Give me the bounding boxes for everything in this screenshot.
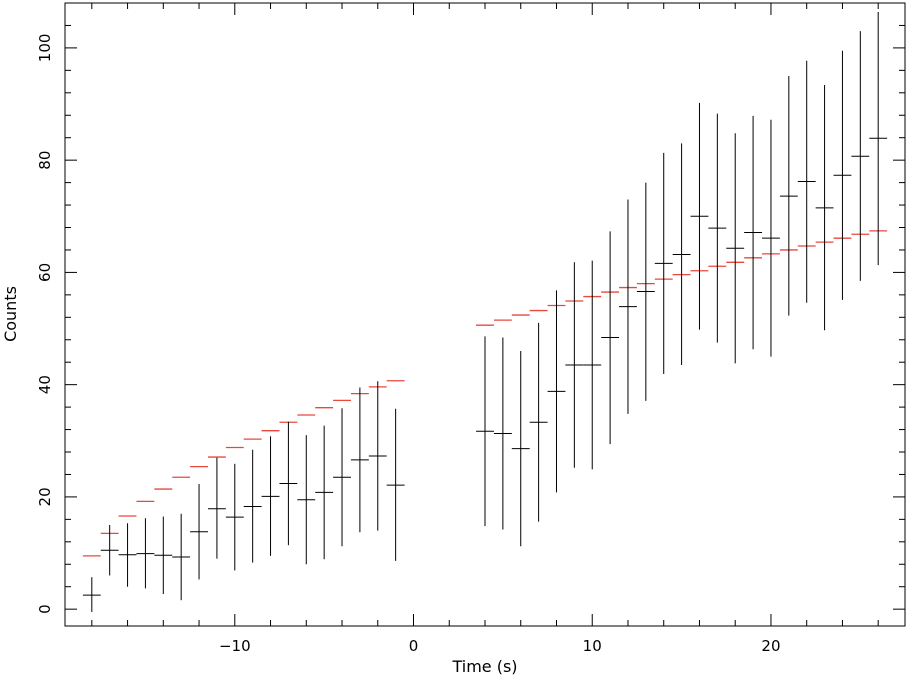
data-point (851, 31, 870, 281)
data-point (315, 425, 334, 560)
data-point (279, 421, 298, 546)
data-point (565, 262, 584, 468)
data-point (529, 322, 548, 522)
data-point (118, 523, 137, 587)
x-tick-label: 20 (761, 637, 780, 655)
data-point (726, 133, 745, 364)
data-point (690, 102, 709, 330)
data-point (744, 115, 763, 350)
data-point (601, 231, 620, 445)
plot-frame (64, 2, 906, 627)
x-tick-label: −10 (219, 637, 251, 655)
data-point (136, 518, 155, 589)
data-point (511, 350, 530, 547)
data-point (833, 50, 852, 300)
data-point (708, 113, 727, 343)
data-point (672, 143, 691, 366)
data-point (297, 435, 316, 565)
data-point (815, 84, 834, 331)
y-tick-label: 80 (36, 151, 54, 170)
x-tick-label: 10 (583, 637, 602, 655)
data-point (190, 484, 208, 580)
data-point (225, 463, 244, 571)
data-point (172, 513, 191, 601)
x-tick-label: 0 (409, 637, 419, 655)
data-point (243, 449, 262, 563)
data-point (350, 387, 369, 533)
x-axis-title: Time (s) (451, 657, 517, 676)
data-point (636, 182, 655, 401)
data-point (476, 336, 494, 527)
data-point (100, 524, 119, 576)
y-axis-title: Counts (1, 286, 20, 342)
y-tick-label: 100 (36, 34, 54, 63)
y-tick-label: 40 (36, 375, 54, 394)
data-point (547, 290, 566, 493)
data-point (493, 337, 512, 530)
data-point (869, 11, 888, 266)
data-point (762, 119, 780, 357)
data-point (368, 381, 387, 531)
y-tick-label: 60 (36, 263, 54, 282)
data-point (333, 408, 351, 547)
data-point (779, 75, 798, 316)
data-point (797, 60, 816, 303)
data-point (619, 199, 637, 414)
data-point (654, 152, 673, 374)
data-point (583, 260, 602, 470)
x-axis: −10 0 10 20 (91, 3, 879, 655)
y-tick-label: 0 (36, 604, 54, 614)
data-point (207, 457, 226, 559)
data-point (82, 577, 101, 612)
data-point (386, 408, 405, 561)
y-tick-label: 20 (36, 487, 54, 506)
data-point (154, 516, 173, 595)
data-point (261, 436, 280, 556)
y-axis: 0 20 40 60 80 100 (36, 2, 905, 614)
data-series (82, 11, 888, 612)
